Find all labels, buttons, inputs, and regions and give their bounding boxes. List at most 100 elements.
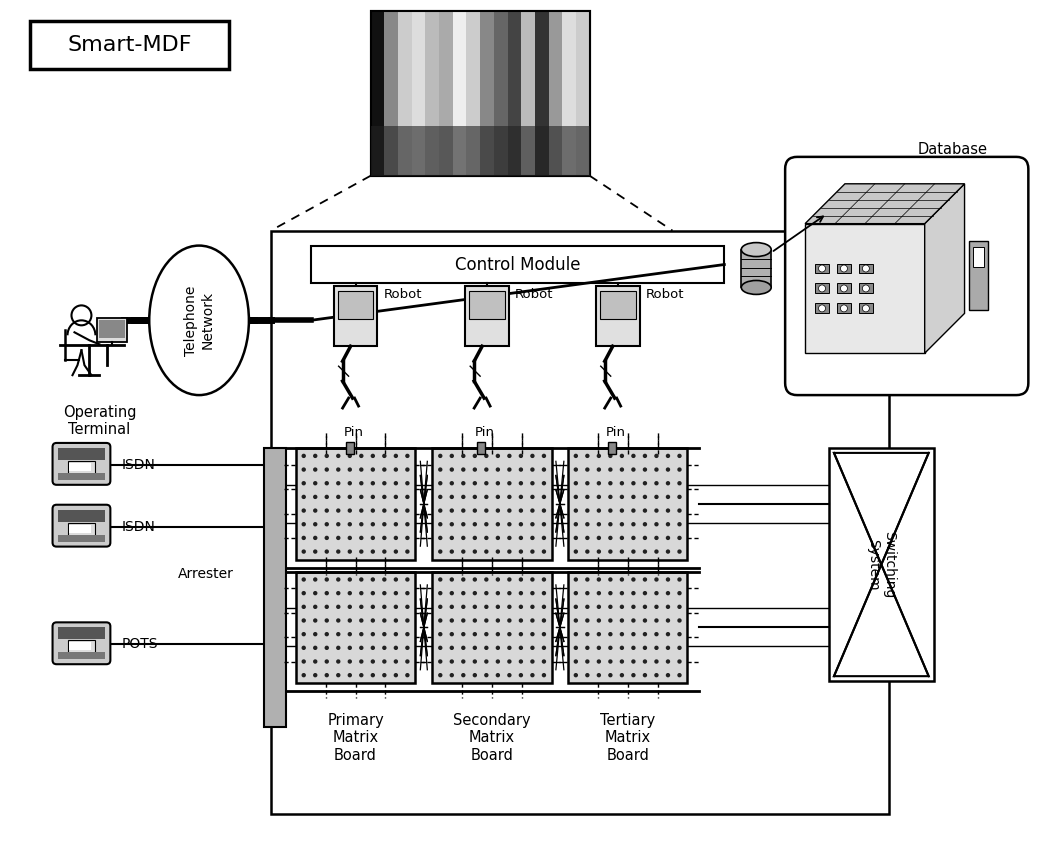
Circle shape (461, 673, 465, 678)
Circle shape (519, 494, 523, 499)
Circle shape (484, 673, 488, 678)
Circle shape (585, 632, 590, 636)
Circle shape (348, 577, 352, 582)
Circle shape (461, 591, 465, 595)
Circle shape (631, 618, 635, 622)
Circle shape (665, 645, 670, 650)
Circle shape (496, 577, 500, 582)
Circle shape (484, 522, 488, 527)
Circle shape (619, 673, 625, 678)
Circle shape (619, 659, 625, 664)
Circle shape (383, 673, 387, 678)
Circle shape (325, 632, 329, 636)
Circle shape (496, 522, 500, 527)
Circle shape (313, 673, 318, 678)
Circle shape (336, 522, 341, 527)
Circle shape (619, 467, 625, 471)
Circle shape (450, 577, 454, 582)
Circle shape (530, 509, 534, 513)
Bar (69, 463, 91, 471)
Circle shape (507, 577, 511, 582)
Circle shape (359, 577, 364, 582)
Circle shape (619, 550, 625, 554)
Circle shape (496, 550, 500, 554)
Circle shape (383, 618, 387, 622)
Circle shape (371, 673, 375, 678)
Circle shape (438, 454, 442, 458)
Circle shape (371, 577, 375, 582)
Circle shape (394, 550, 398, 554)
Circle shape (608, 454, 613, 458)
Circle shape (530, 550, 534, 554)
Circle shape (585, 454, 590, 458)
Bar (398, 11, 413, 176)
Circle shape (542, 577, 546, 582)
Circle shape (438, 605, 442, 609)
Circle shape (450, 659, 454, 664)
Bar (837, 304, 851, 314)
Circle shape (642, 659, 647, 664)
Circle shape (371, 467, 375, 471)
Circle shape (313, 605, 318, 609)
Circle shape (484, 481, 488, 485)
Circle shape (654, 467, 658, 471)
Circle shape (406, 673, 410, 678)
Circle shape (542, 673, 546, 678)
Circle shape (359, 673, 364, 678)
Circle shape (383, 481, 387, 485)
Circle shape (654, 645, 658, 650)
Circle shape (383, 659, 387, 664)
Circle shape (406, 605, 410, 609)
Bar (270, 231, 889, 814)
Circle shape (496, 632, 500, 636)
Circle shape (631, 536, 635, 540)
Text: ISDN: ISDN (122, 520, 155, 533)
Circle shape (406, 550, 410, 554)
Circle shape (348, 618, 352, 622)
Circle shape (542, 536, 546, 540)
Bar (67, 522, 95, 538)
Circle shape (530, 467, 534, 471)
Circle shape (573, 659, 578, 664)
Circle shape (654, 509, 658, 513)
Circle shape (371, 645, 375, 650)
Circle shape (406, 454, 410, 458)
Bar (333, 287, 377, 346)
Circle shape (573, 673, 578, 678)
Circle shape (530, 645, 534, 650)
Text: Control Module: Control Module (455, 255, 581, 274)
Circle shape (596, 645, 602, 650)
Text: Robot: Robot (646, 288, 684, 301)
Circle shape (665, 659, 670, 664)
Circle shape (530, 536, 534, 540)
Circle shape (461, 605, 465, 609)
Bar (371, 11, 590, 176)
Circle shape (619, 577, 625, 582)
Circle shape (383, 467, 387, 471)
Circle shape (619, 509, 625, 513)
Bar (837, 264, 851, 274)
Text: Secondary
Matrix
Board: Secondary Matrix Board (454, 713, 531, 763)
Circle shape (473, 605, 477, 609)
Bar (439, 11, 454, 176)
Circle shape (631, 659, 635, 664)
Circle shape (530, 605, 534, 609)
FancyBboxPatch shape (52, 443, 110, 485)
Circle shape (619, 522, 625, 527)
Circle shape (496, 605, 500, 609)
Circle shape (450, 454, 454, 458)
Circle shape (313, 632, 318, 636)
Circle shape (302, 494, 306, 499)
Circle shape (585, 467, 590, 471)
Circle shape (359, 645, 364, 650)
Circle shape (496, 467, 500, 471)
Circle shape (348, 494, 352, 499)
Bar (337, 292, 373, 320)
Circle shape (450, 550, 454, 554)
Circle shape (642, 591, 647, 595)
Circle shape (573, 591, 578, 595)
Circle shape (631, 481, 635, 485)
Circle shape (461, 577, 465, 582)
Circle shape (313, 509, 318, 513)
Circle shape (313, 536, 318, 540)
